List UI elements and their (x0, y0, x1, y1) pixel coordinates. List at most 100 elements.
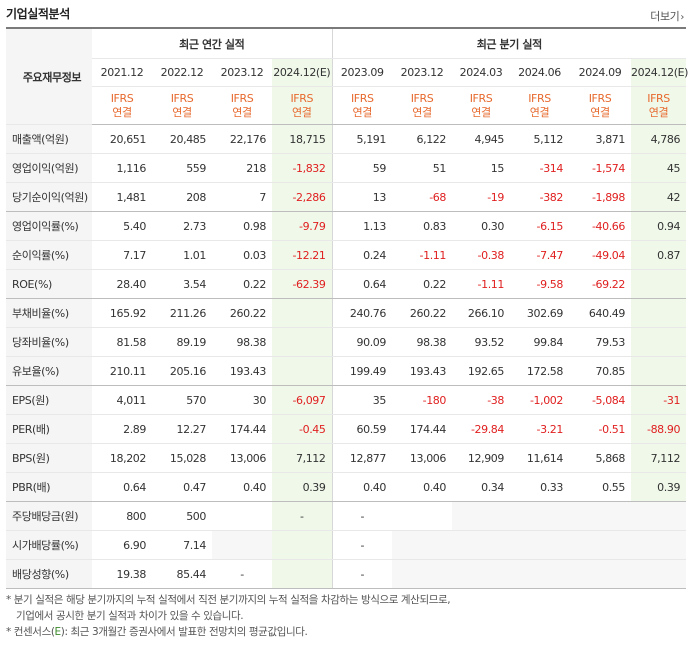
table-cell: 20,485 (152, 124, 212, 154)
table-row: 배당성향(%) 19.38 85.44- - (6, 559, 687, 589)
table-cell: -382 (510, 182, 569, 212)
table-cell: 7.14 (152, 530, 212, 560)
table-cell: 7.17 (92, 240, 152, 270)
table-cell: -0.38 (452, 240, 510, 270)
footnote-2-e: E (54, 626, 62, 638)
table-cell: 0.55 (569, 472, 631, 502)
table-cell: 93.52 (452, 327, 510, 357)
table-cell: 13 (331, 182, 392, 212)
table-cell: 260.22 (212, 298, 272, 328)
footnote-2-prefix: * 컨센서스( (6, 626, 55, 638)
table-row: EPS(원) 4,011 570 30 -6,097 35 -180 -38 -1,002 -5,… (6, 385, 687, 415)
ifrs-header: IFRS 연결 (569, 86, 631, 125)
table-cell: 0.40 (331, 472, 392, 502)
table-cell (272, 530, 332, 560)
row-label: 유보율(%) (6, 356, 92, 386)
row-label: 영업이익(억원) (6, 153, 92, 183)
table-cell: -88.90 (631, 414, 687, 444)
table-cell: 51 (392, 153, 452, 183)
footnote-1-cont: 기업에서 공시한 분기 실적과 차이가 있을 수 있습니다. (16, 610, 244, 622)
table-row: 주당배당금(원) 800 500 - - (6, 501, 687, 531)
table-row: 부채비율(%) 165.92 211.26 260.22 240.76 260.22 266… (6, 298, 687, 328)
table-cell: 1,116 (92, 153, 152, 183)
table-cell: 45 (631, 153, 687, 183)
row-label: 순이익률(%) (6, 240, 92, 270)
consolidated-label: 연결 (471, 105, 491, 119)
ifrs-label: IFRS (350, 91, 374, 105)
table-cell (392, 559, 452, 589)
table-cell: - (331, 530, 392, 560)
table-cell: 60.59 (331, 414, 392, 444)
table-cell: 0.24 (331, 240, 392, 270)
more-link[interactable]: 더보기› (650, 8, 684, 24)
table-cell: 70.85 (569, 356, 631, 386)
row-label: 시가배당률(%) (6, 530, 92, 560)
table-cell: -1,574 (569, 153, 631, 183)
table-cell: - (212, 559, 272, 589)
table-cell: 15,028 (152, 443, 212, 473)
table-cell: -6.15 (510, 211, 569, 241)
table-cell: 98.38 (212, 327, 272, 357)
ifrs-label: IFRS (290, 91, 314, 105)
row-label: 영업이익률(%) (6, 211, 92, 241)
table-cell: -0.45 (272, 414, 332, 444)
row-label: 당좌비율(%) (6, 327, 92, 357)
table-cell: 20,651 (92, 124, 152, 154)
table-cell: 1,481 (92, 182, 152, 212)
table-cell: 22,176 (212, 124, 272, 154)
row-label: 당기순이익(억원) (6, 182, 92, 212)
table-cell: 192.65 (452, 356, 510, 386)
table-cell: 210.11 (92, 356, 152, 386)
table-cell: 0.22 (212, 269, 272, 299)
table-cell: -314 (510, 153, 569, 183)
table-cell: -180 (392, 385, 452, 415)
table-cell (569, 559, 631, 589)
period-header: 2024.06 (510, 58, 569, 87)
table-cell: 302.69 (510, 298, 569, 328)
table-cell: 5,191 (331, 124, 392, 154)
table-row: 유보율(%) 210.11 205.16 193.43 199.49 193.43 192.… (6, 356, 687, 386)
consolidated-label: 연결 (648, 105, 669, 119)
financial-table: 주요재무정보 최근 연간 실적 최근 분기 실적 2021.12 2022.12 2… (6, 27, 688, 589)
table-cell: 266.10 (452, 298, 510, 328)
table-cell: 172.58 (510, 356, 569, 386)
table-cell: 0.64 (331, 269, 392, 299)
more-label: 더보기 (650, 10, 680, 23)
table-cell: 0.33 (510, 472, 569, 502)
ifrs-header: IFRS 연결 (92, 86, 152, 125)
ifrs-header: IFRS 연결 (331, 86, 392, 125)
table-row: 시가배당률(%) 6.90 7.14 - (6, 530, 687, 560)
table-cell (272, 327, 332, 357)
table-cell: -40.66 (569, 211, 631, 241)
table-row: 당기순이익(억원) 1,481 208 7 -2,286 13 -68 -19 -382 -1,8… (6, 182, 687, 212)
table-cell (212, 530, 272, 560)
table-cell: 0.39 (272, 472, 332, 502)
table-cell: - (331, 559, 392, 589)
table-cell: 15 (452, 153, 510, 183)
table-cell: 5,112 (510, 124, 569, 154)
ifrs-header: IFRS 연결 (452, 86, 510, 125)
table-cell (631, 501, 687, 531)
ifrs-header-row: IFRS 연결 IFRS 연결 IFRS 연결 IFRS 연결 IFRS 연결 IFRS 연결 IFRS… (6, 86, 687, 125)
ifrs-label: IFRS (647, 91, 670, 105)
table-cell: 13,006 (392, 443, 452, 473)
ifrs-label: IFRS (588, 91, 612, 105)
table-cell: 640.49 (569, 298, 631, 328)
table-cell: 165.92 (92, 298, 152, 328)
table-cell (452, 559, 510, 589)
table-cell: 90.09 (331, 327, 392, 357)
table-cell: 2.89 (92, 414, 152, 444)
table-cell (569, 501, 631, 531)
section-header: 기업실적분석 더보기› (0, 0, 692, 26)
table-cell: -0.51 (569, 414, 631, 444)
table-cell: 260.22 (392, 298, 452, 328)
period-header: 2021.12 (92, 58, 152, 87)
table-cell: 59 (331, 153, 392, 183)
table-cell: 13,006 (212, 443, 272, 473)
table-row: ROE(%) 28.40 3.54 0.22 -62.39 0.64 0.22 -1.11 -9… (6, 269, 687, 299)
table-cell: -12.21 (272, 240, 332, 270)
table-cell: -38 (452, 385, 510, 415)
consolidated-label: 연결 (232, 105, 252, 119)
table-cell: 12.27 (152, 414, 212, 444)
table-cell (272, 298, 332, 328)
